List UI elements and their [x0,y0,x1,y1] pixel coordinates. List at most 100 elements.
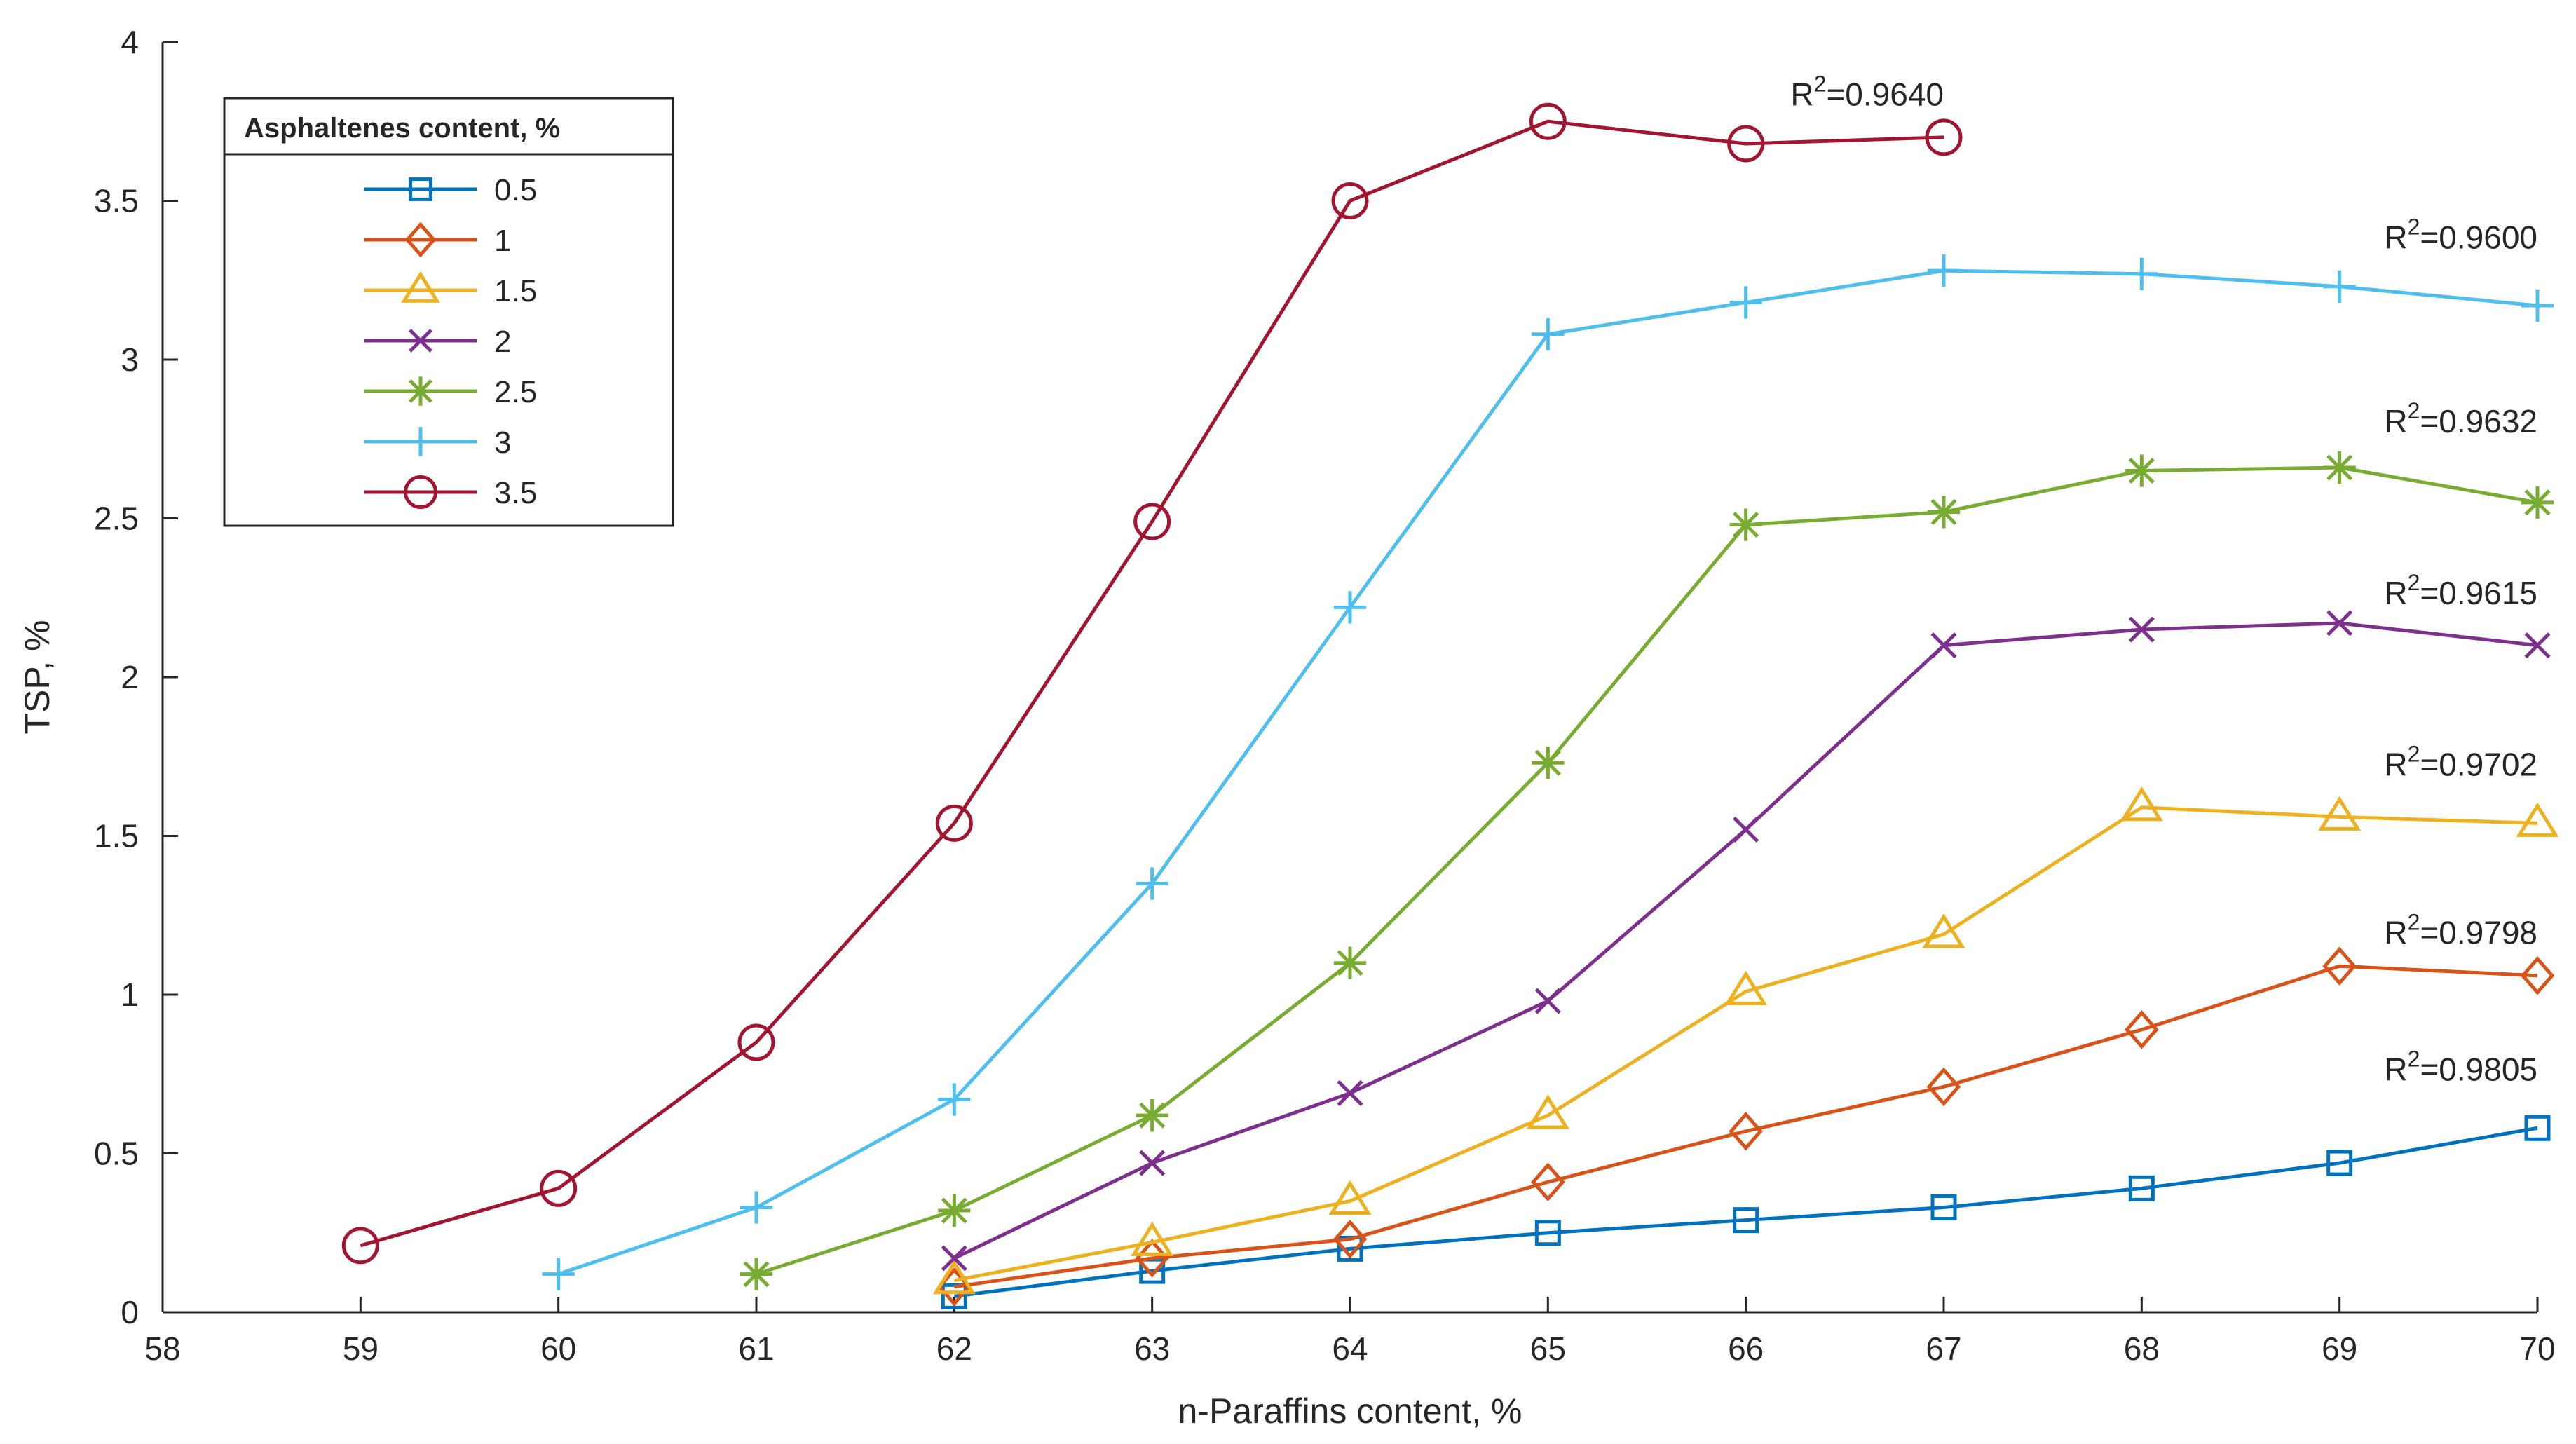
data-point [404,222,437,258]
data-point [2125,257,2158,290]
data-point [401,271,440,303]
data-point [2524,1115,2551,1141]
x-tick-label: 69 [2322,1330,2357,1367]
x-tick-label: 61 [738,1330,774,1367]
r-squared-annotation: R2=0.9702 [2384,741,2537,782]
annotations: R2=0.9640R2=0.9600R2=0.9632R2=0.9615R2=0… [1790,71,2537,1088]
x-tick-label: 66 [1728,1330,1764,1367]
data-point [737,1023,775,1061]
y-tick-label: 3.5 [94,183,139,219]
data-point [935,804,973,842]
annotation-superscript: 2 [1814,71,1827,97]
legend-label: 2.5 [494,375,537,409]
legend-item: 2 [364,325,511,359]
series-line [953,805,2538,1283]
y-tick-label: 4 [121,24,139,60]
data-point [2128,1175,2155,1201]
data-point [2520,956,2555,995]
r-squared-annotation: R2=0.9805 [2384,1046,2537,1087]
series-1.5 [932,786,2559,1295]
data-point [941,1245,967,1272]
annotation-value: =0.9702 [2420,746,2537,782]
data-point [2318,796,2362,831]
legend-title: Asphaltenes content, % [244,113,560,144]
series-0.5 [941,1115,2551,1309]
x-tick-label: 68 [2124,1330,2160,1367]
data-point [2524,632,2551,659]
series-2 [941,610,2551,1272]
annotation-value: =0.9805 [2420,1051,2537,1087]
y-tick-label: 1.5 [94,818,139,854]
data-point [1328,1180,1372,1215]
data-point [2521,486,2554,519]
annotation-superscript: 2 [2408,570,2420,595]
x-tick-label: 60 [540,1330,576,1367]
data-point [540,1169,578,1207]
legend-item: 2.5 [364,375,537,409]
data-point [406,376,435,406]
data-point [938,1083,971,1116]
x-tick-label: 67 [1926,1330,1961,1367]
data-point [1930,632,1957,659]
legend-label: 0.5 [494,173,537,207]
annotation-superscript: 2 [2408,1046,2420,1071]
data-point [1136,1099,1168,1132]
annotation-symbol: R [2384,575,2407,611]
y-axis-title: TSP, % [18,620,57,734]
data-point [1926,1067,1961,1107]
data-point [1139,1150,1166,1176]
data-point [409,329,432,353]
x-tick-label: 63 [1134,1330,1170,1367]
annotation-value: =0.9798 [2420,915,2537,951]
x-tick-label: 64 [1332,1330,1368,1367]
data-point [1131,1221,1174,1256]
legend-label: 3 [494,425,511,460]
data-point [1529,102,1567,140]
series-line [954,1126,2538,1298]
data-point [341,1227,379,1265]
data-point [1733,1207,1759,1234]
x-axis-title: n-Paraffins content, % [1178,1391,1522,1431]
data-point [1532,747,1565,779]
annotation-symbol: R [2384,746,2407,782]
annotation-symbol: R [2384,1051,2407,1087]
data-point [1526,1094,1569,1129]
r-squared-annotation: R2=0.9615 [2384,570,2537,611]
legend-label: 2 [494,325,511,359]
series-2.5 [740,451,2554,1290]
series-line [360,119,1944,1248]
r-squared-annotation: R2=0.9600 [2384,214,2537,255]
annotation-superscript: 2 [2408,398,2420,423]
data-point [1729,286,1762,319]
legend-item: 0.5 [364,173,537,207]
y-tick-label: 3 [121,341,139,378]
data-point [1133,503,1171,540]
data-point [2125,1010,2159,1049]
data-point [1531,1162,1565,1202]
data-point [2128,616,2155,643]
annotation-superscript: 2 [2408,741,2420,766]
r-squared-annotation: R2=0.9798 [2384,910,2537,951]
annotation-value: =0.9640 [1826,76,1944,113]
data-point [2323,451,2356,484]
data-point [740,1258,773,1290]
x-tick-label: 65 [1530,1330,1566,1367]
legend-item: 3 [364,425,511,460]
series-line [953,964,2538,1289]
data-point [1930,1194,1957,1221]
data-point [2323,270,2356,303]
data-point [1331,182,1369,219]
legend-box [223,97,674,527]
r-squared-annotation: R2=0.9640 [1790,71,1944,113]
data-point [1925,118,1963,156]
series-3 [542,254,2554,1290]
legend-label: 3.5 [494,476,537,510]
y-tick-label: 0 [121,1294,139,1330]
annotation-symbol: R [2384,915,2407,951]
annotation-superscript: 2 [2408,910,2420,935]
annotation-value: =0.9632 [2420,403,2537,440]
x-tick-label: 58 [144,1330,180,1367]
data-point [1729,1111,1763,1151]
data-point [406,427,435,456]
